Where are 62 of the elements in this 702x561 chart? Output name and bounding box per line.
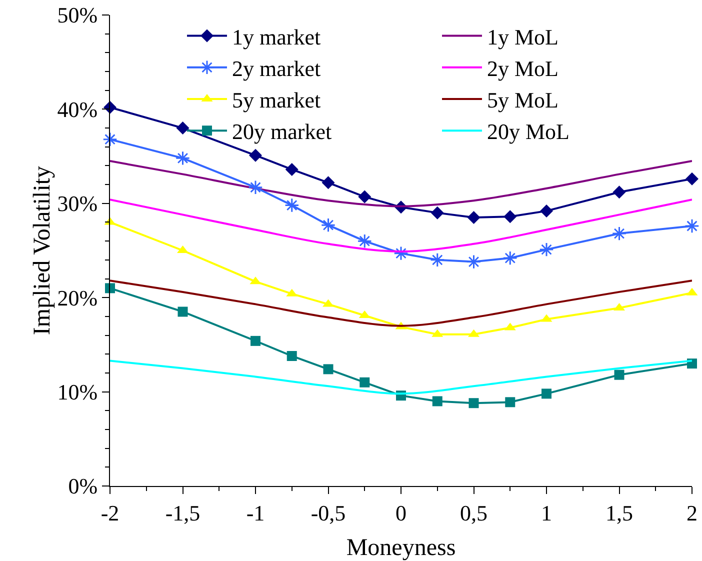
point xyxy=(175,150,190,166)
point xyxy=(360,377,370,388)
point xyxy=(687,358,697,369)
point xyxy=(249,148,262,162)
point xyxy=(105,283,115,294)
point xyxy=(322,176,335,190)
point xyxy=(430,206,444,220)
point xyxy=(540,204,553,218)
point xyxy=(286,351,297,361)
point xyxy=(468,398,479,408)
x-axis-title: Moneyness xyxy=(346,535,456,561)
point xyxy=(358,190,372,204)
point xyxy=(614,370,624,380)
point xyxy=(432,396,442,406)
point xyxy=(284,198,300,213)
line-series xyxy=(110,198,692,252)
legend-label: 2y MoL xyxy=(487,56,558,81)
x-tick-label: 2 xyxy=(686,500,698,526)
point xyxy=(176,122,190,135)
point xyxy=(323,364,334,374)
point xyxy=(248,180,263,195)
point xyxy=(505,397,516,408)
point xyxy=(250,336,260,346)
y-tick-label: 20% xyxy=(57,285,98,310)
legend-label: 20y MoL xyxy=(487,119,570,144)
x-tick-label: -1 xyxy=(246,500,265,526)
point xyxy=(394,246,408,261)
point xyxy=(686,172,698,186)
x-tick-label: 0 xyxy=(396,500,406,526)
legend-label: 1y MoL xyxy=(487,24,558,50)
point xyxy=(102,132,118,147)
point xyxy=(612,186,626,199)
x-tick-label: -1,5 xyxy=(165,500,200,526)
point xyxy=(539,242,554,257)
x-tick-label: 0,5 xyxy=(460,500,488,526)
y-tick-label: 50% xyxy=(57,2,98,28)
x-tick-label: -0,5 xyxy=(310,500,346,526)
point xyxy=(542,388,552,399)
point xyxy=(285,162,298,176)
x-tick-label: 1,5 xyxy=(606,500,633,526)
point xyxy=(178,306,188,317)
point xyxy=(504,210,517,224)
y-tick-label: 10% xyxy=(57,380,98,404)
legend-label: 1y market xyxy=(232,24,321,50)
point xyxy=(684,218,700,234)
point xyxy=(357,234,372,248)
point xyxy=(466,254,482,270)
point xyxy=(320,218,336,232)
point xyxy=(612,226,627,241)
y-axis-title: Implied Volatility xyxy=(29,166,56,336)
y-tick-label: 30% xyxy=(57,191,98,216)
x-tick-label: 1 xyxy=(541,500,552,526)
point xyxy=(467,211,480,224)
x-tick-label: -2 xyxy=(100,500,120,526)
y-tick-label: 40% xyxy=(57,96,98,122)
point xyxy=(502,250,518,266)
legend-label: 20y market xyxy=(232,119,332,144)
y-tick-label: 0% xyxy=(68,474,98,499)
legend-label: 5y market xyxy=(232,88,321,113)
legend-label: 2y market xyxy=(232,56,321,81)
point xyxy=(430,252,445,268)
legend-label: 5y MoL xyxy=(487,88,558,113)
